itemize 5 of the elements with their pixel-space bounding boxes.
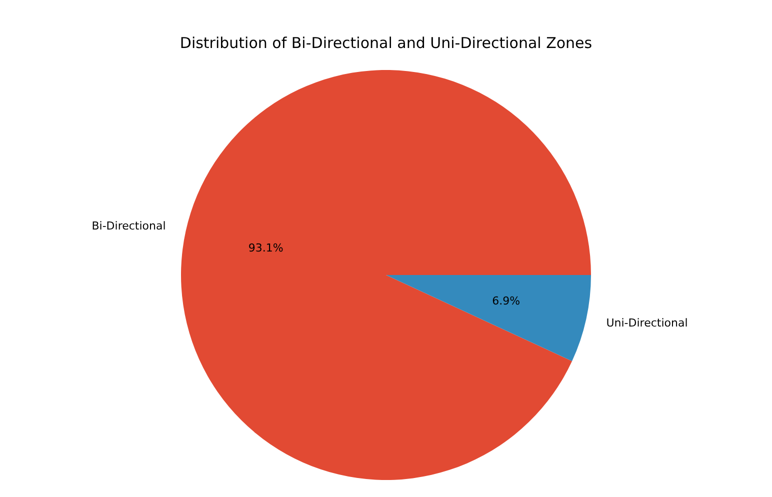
slice-label: Uni-Directional	[606, 316, 688, 330]
data-label: 93.1%	[248, 241, 284, 254]
slice-label: Bi-Directional	[92, 219, 166, 232]
chart-title: Distribution of Bi-Directional and Uni-Directional Zones	[178, 34, 594, 52]
data-label: 6.9%	[492, 294, 520, 308]
